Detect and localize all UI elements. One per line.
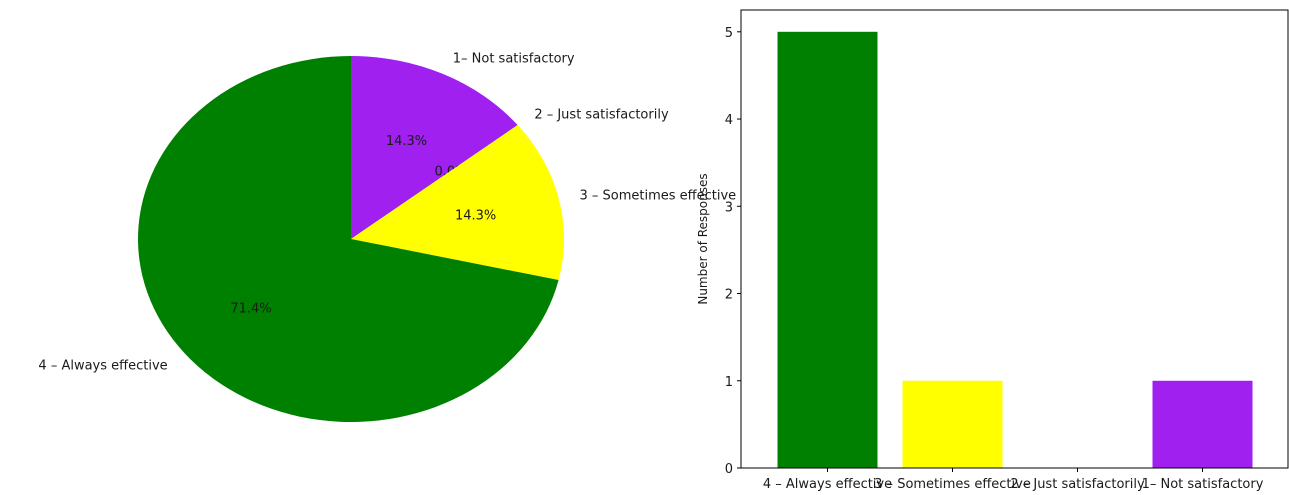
x-tick-label: 4 – Always effective bbox=[763, 477, 892, 492]
y-tick-label: 5 bbox=[725, 26, 733, 41]
y-tick-label: 3 bbox=[725, 200, 733, 215]
bar bbox=[1152, 380, 1253, 468]
y-tick-label: 1 bbox=[725, 375, 733, 390]
x-tick-label: 3 – Sometimes effective bbox=[874, 477, 1031, 492]
y-tick-label: 4 bbox=[725, 113, 733, 128]
pie-slice bbox=[351, 125, 564, 281]
pie-category-label: 2 – Just satisfactorily bbox=[534, 108, 669, 123]
y-tick-label: 0 bbox=[725, 462, 733, 477]
pie-pct-label: 71.4% bbox=[230, 301, 271, 316]
y-axis-label: Number of Responses bbox=[696, 173, 710, 304]
pie-slice bbox=[137, 56, 559, 422]
pie-pct-label: 14.3% bbox=[386, 134, 427, 149]
pie-category-label: 3 – Sometimes effective bbox=[579, 188, 736, 203]
pie-category-label: 1– Not satisfactory bbox=[453, 52, 575, 67]
bar bbox=[902, 380, 1003, 468]
bar bbox=[777, 31, 878, 469]
plot-frame bbox=[740, 9, 1289, 469]
pie-category-label: 4 – Always effective bbox=[38, 358, 167, 373]
x-tick-label: 1– Not satisfactory bbox=[1142, 477, 1264, 492]
y-tick-label: 2 bbox=[725, 288, 733, 303]
pie-pct-label: 14.3% bbox=[455, 209, 496, 224]
x-tick-label: 2 – Just satisfactorily bbox=[1010, 477, 1145, 492]
pie-slice bbox=[351, 56, 518, 239]
